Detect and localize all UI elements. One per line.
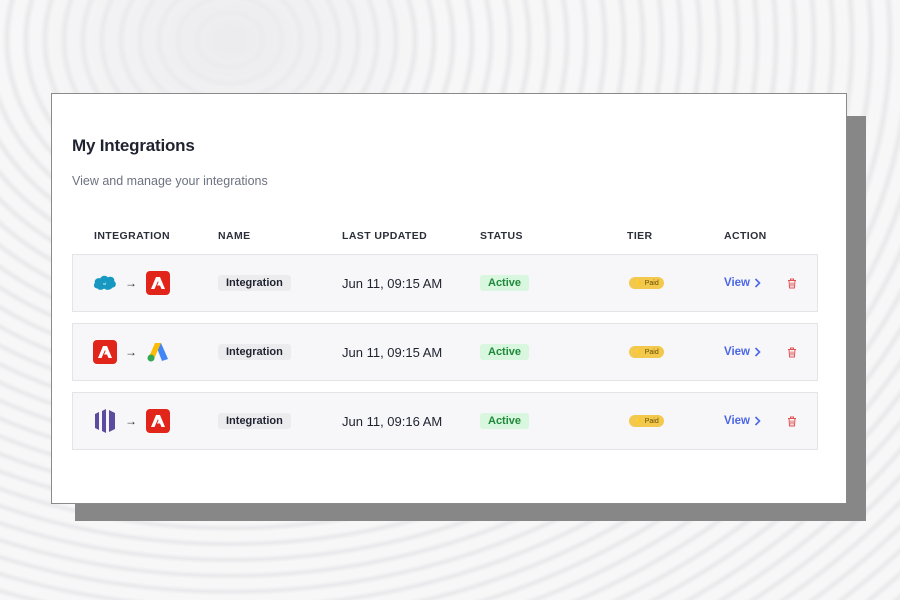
- last-updated: Jun 11, 09:15 AM: [342, 344, 443, 360]
- date-cell: Jun 11, 09:15 AM: [342, 255, 442, 311]
- integration-name: Integration: [218, 344, 291, 360]
- tier-badge: ⚡ Paid: [629, 277, 664, 289]
- delete-cell: [787, 255, 797, 311]
- column-header-action: ACTION: [724, 230, 767, 242]
- tier-label: Paid: [644, 417, 659, 425]
- integration-pair: →: [93, 324, 170, 380]
- integrations-panel: My Integrations View and manage your int…: [51, 93, 847, 504]
- tier-cell: ⚡ Paid: [629, 255, 664, 311]
- view-button[interactable]: View: [724, 346, 761, 358]
- action-cell: View: [724, 255, 761, 311]
- last-updated: Jun 11, 09:15 AM: [342, 275, 443, 291]
- tier-label: Paid: [644, 279, 659, 287]
- page-subtitle: View and manage your integrations: [72, 174, 268, 188]
- tier-cell: ⚡ Paid: [629, 393, 664, 449]
- arrow-right-icon: →: [125, 345, 137, 359]
- adobe-icon: [146, 409, 170, 433]
- status-cell: Active: [480, 255, 530, 311]
- integration-pair: →: [93, 393, 170, 449]
- date-cell: Jun 11, 09:15 AM: [342, 324, 442, 380]
- delete-cell: [787, 393, 797, 449]
- tier-badge: ⚡ Paid: [629, 415, 664, 427]
- marketo-icon: [93, 409, 117, 433]
- last-updated: Jun 11, 09:16 AM: [342, 413, 443, 429]
- arrow-right-icon: →: [125, 414, 137, 428]
- tier-label: Paid: [644, 348, 659, 356]
- date-cell: Jun 11, 09:16 AM: [342, 393, 442, 449]
- salesforce-icon: sf: [93, 271, 117, 295]
- integration-pair: sf →: [93, 255, 170, 311]
- column-header-name: NAME: [218, 230, 251, 242]
- trash-icon[interactable]: [787, 416, 797, 427]
- status-badge: Active: [480, 344, 530, 360]
- chevron-right-icon: [754, 347, 761, 357]
- column-header-status: STATUS: [480, 230, 523, 242]
- lightning-icon: ⚡: [634, 280, 643, 287]
- status-badge: Active: [480, 413, 530, 429]
- tier-badge: ⚡ Paid: [629, 346, 664, 358]
- delete-cell: [787, 324, 797, 380]
- tier-cell: ⚡ Paid: [629, 324, 664, 380]
- status-cell: Active: [480, 324, 530, 380]
- action-cell: View: [724, 324, 761, 380]
- trash-icon[interactable]: [787, 278, 797, 289]
- lightning-icon: ⚡: [634, 418, 643, 425]
- status-badge: Active: [480, 275, 530, 291]
- trash-icon[interactable]: [787, 347, 797, 358]
- status-cell: Active: [480, 393, 530, 449]
- arrow-right-icon: →: [125, 276, 137, 290]
- chevron-right-icon: [754, 416, 761, 426]
- chevron-right-icon: [754, 278, 761, 288]
- column-header-integration: INTEGRATION: [94, 230, 170, 242]
- column-header-tier: TIER: [627, 230, 653, 242]
- column-header-last-updated: LAST UPDATED: [342, 230, 428, 242]
- view-label: View: [724, 346, 750, 358]
- lightning-icon: ⚡: [634, 349, 643, 356]
- name-cell: Integration: [218, 324, 291, 380]
- google-ads-icon: [146, 340, 170, 364]
- table-row: → Integration Jun 11, 09:15 AM Active ⚡ P…: [72, 323, 818, 381]
- page-title: My Integrations: [72, 136, 195, 155]
- action-cell: View: [724, 393, 761, 449]
- integration-name: Integration: [218, 413, 291, 429]
- name-cell: Integration: [218, 255, 291, 311]
- view-label: View: [724, 415, 750, 427]
- view-label: View: [724, 277, 750, 289]
- table-row: → Integration Jun 11, 09:16 AM Active ⚡ P…: [72, 392, 818, 450]
- adobe-icon: [146, 271, 170, 295]
- adobe-icon: [93, 340, 117, 364]
- view-button[interactable]: View: [724, 415, 761, 427]
- view-button[interactable]: View: [724, 277, 761, 289]
- integration-name: Integration: [218, 275, 291, 291]
- table-row: sf → Integration Jun 11, 09:15 AM Active…: [72, 254, 818, 312]
- name-cell: Integration: [218, 393, 291, 449]
- svg-text:sf: sf: [103, 282, 107, 286]
